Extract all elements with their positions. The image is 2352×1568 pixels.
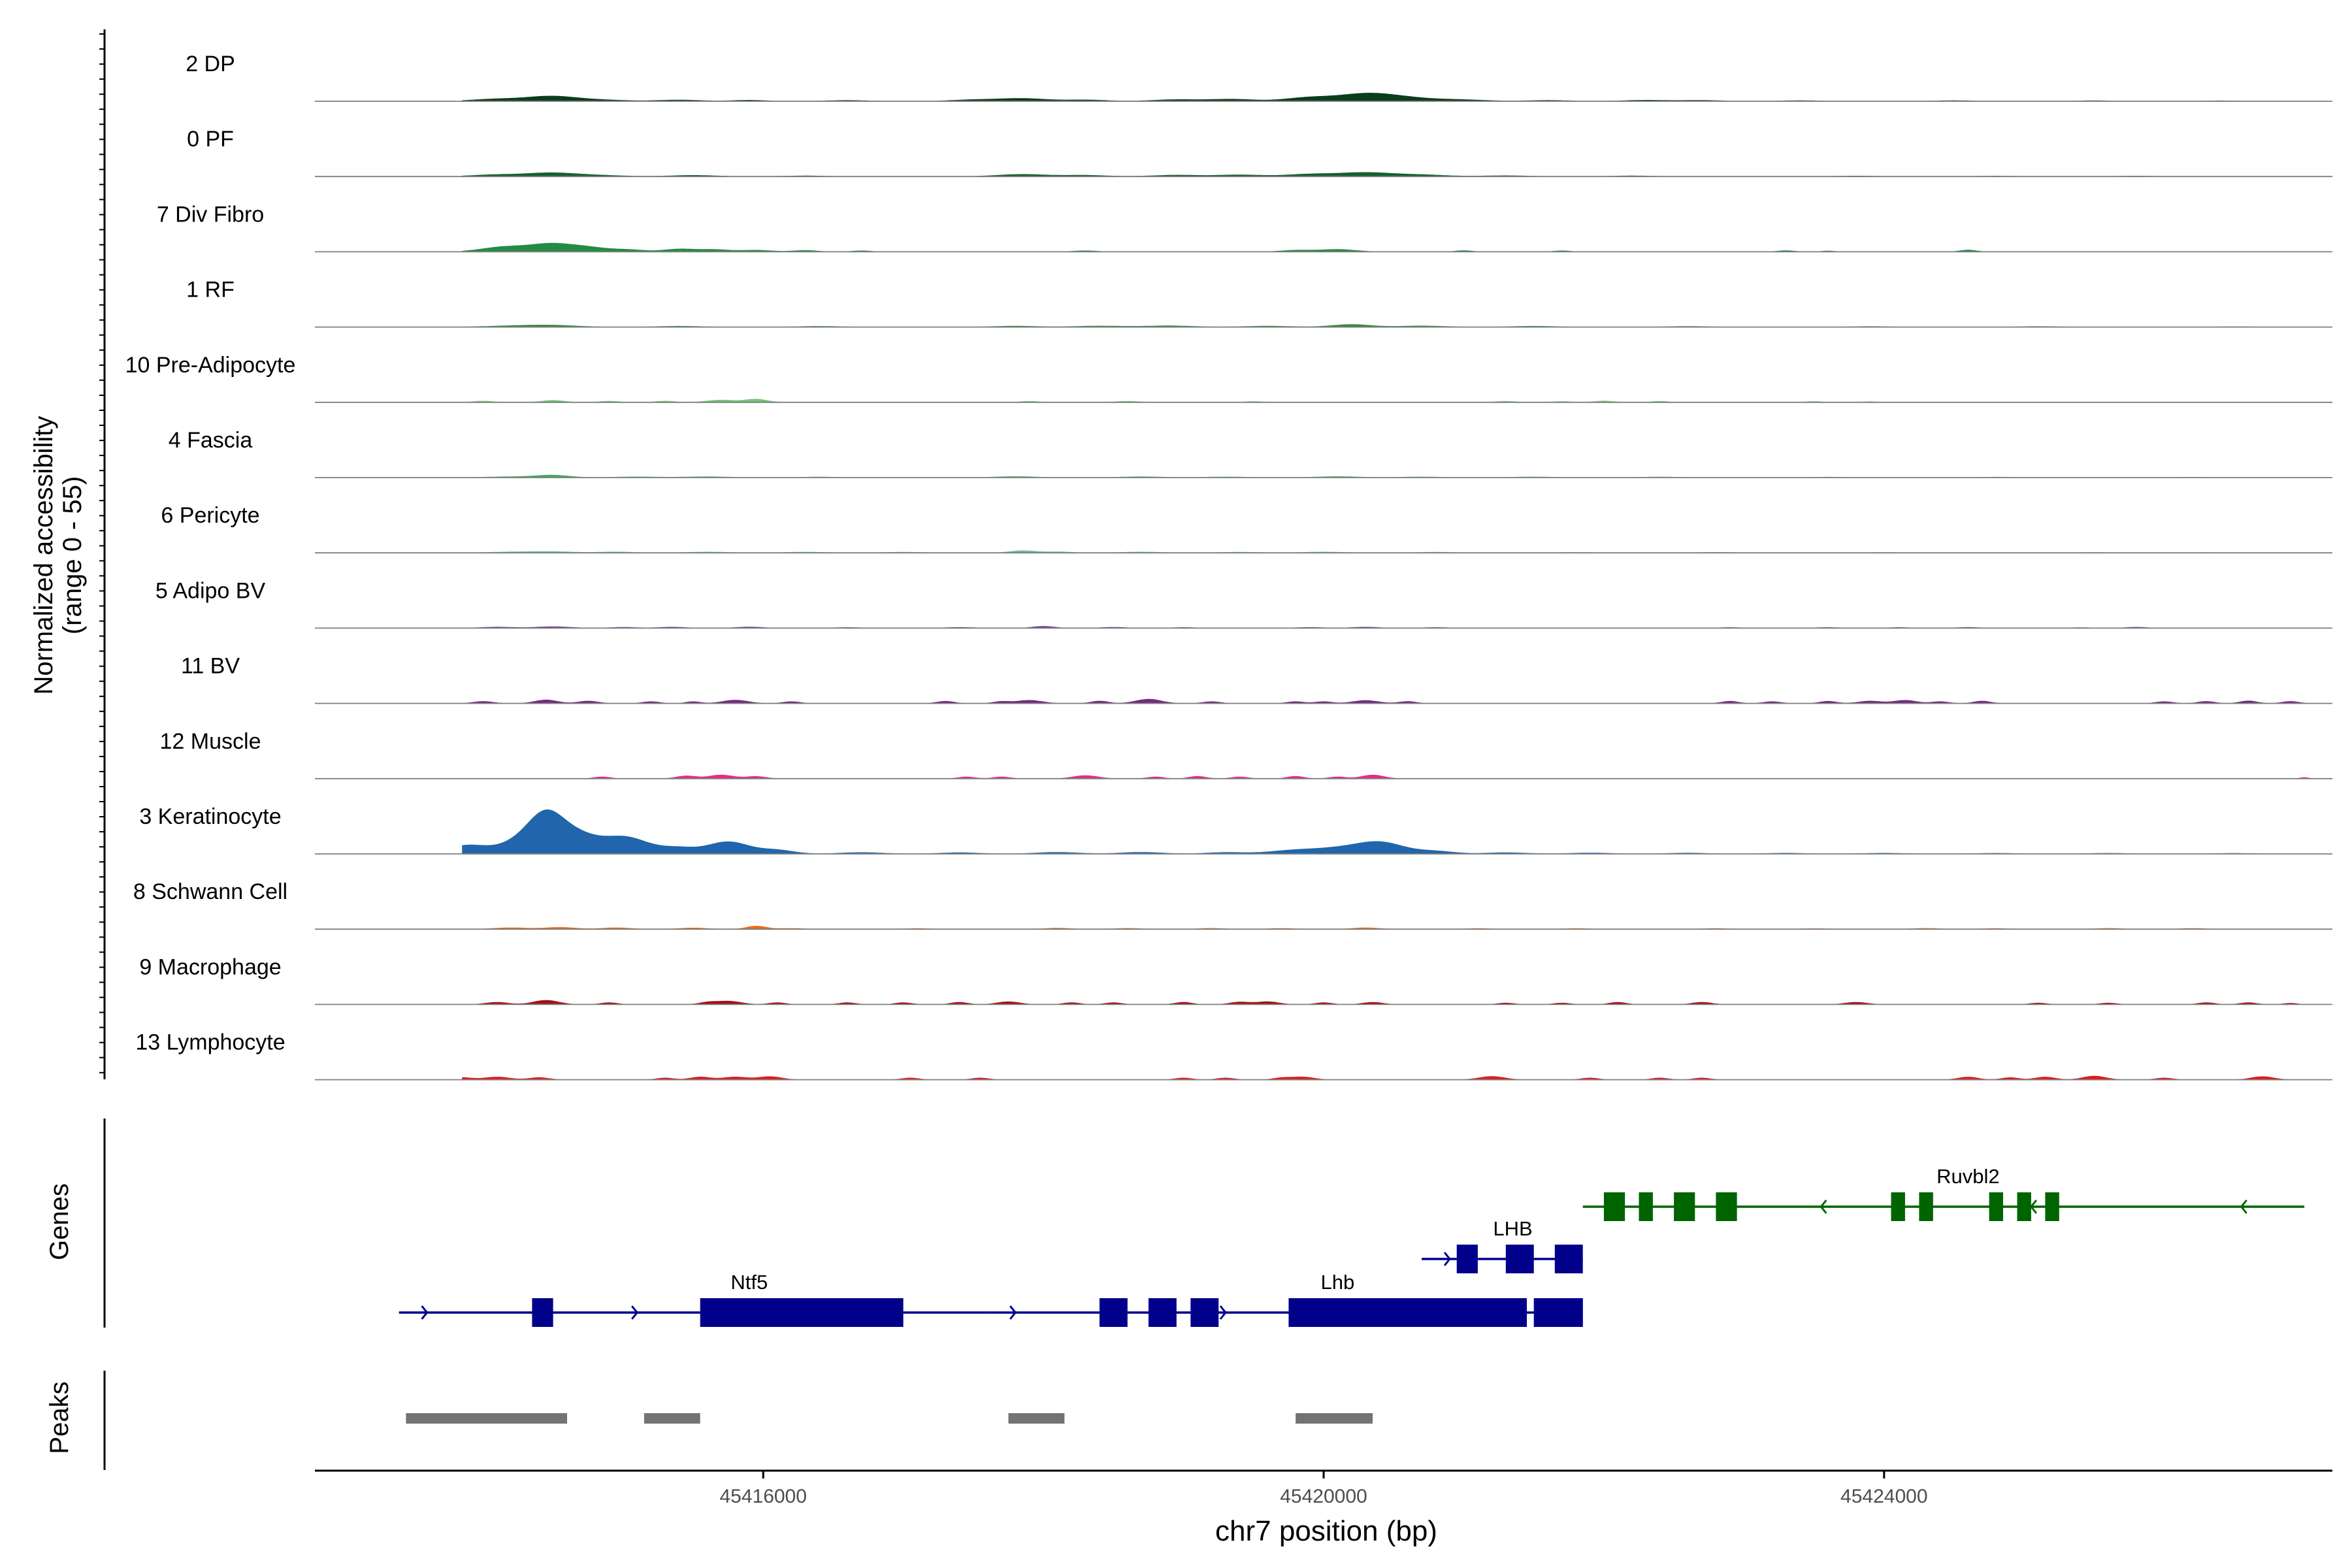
peak-region bbox=[644, 1413, 700, 1424]
gene-exon bbox=[1919, 1192, 1933, 1221]
gene-exon bbox=[1505, 1245, 1534, 1273]
gene-exon bbox=[1288, 1298, 1527, 1327]
track-6: 6 Pericyte bbox=[161, 503, 2332, 554]
gene-exon bbox=[1716, 1192, 1737, 1221]
gene-label: Ruvbl2 bbox=[1936, 1165, 2000, 1188]
track-5: 4 Fascia bbox=[169, 428, 2332, 478]
gene-label: Ntf5 bbox=[730, 1271, 768, 1294]
strand-arrow bbox=[421, 1305, 429, 1320]
peak-region bbox=[1296, 1413, 1373, 1424]
gene-exon bbox=[1603, 1192, 1625, 1221]
strand-arrow bbox=[1009, 1305, 1017, 1320]
track-12: 9 Macrophage bbox=[139, 955, 2332, 1005]
x-tick-label: 45420000 bbox=[1280, 1486, 1367, 1507]
gene-exon bbox=[532, 1298, 553, 1327]
gene-exon bbox=[1989, 1192, 2003, 1221]
gene-exon bbox=[1674, 1192, 1695, 1221]
peak-region bbox=[1008, 1413, 1065, 1424]
gene-exon bbox=[1190, 1298, 1219, 1327]
gene-1: Lhb bbox=[987, 1271, 1583, 1327]
y-axis-title-line2: (range 0 - 55) bbox=[58, 476, 87, 634]
track-label: 10 Pre-Adipocyte bbox=[125, 353, 296, 378]
gene-exon bbox=[1533, 1298, 1583, 1327]
track-3: 1 RF bbox=[186, 278, 2332, 328]
strand-arrow bbox=[1820, 1200, 1827, 1214]
strand-arrow bbox=[2240, 1200, 2247, 1214]
gene-exon bbox=[2045, 1192, 2059, 1221]
track-label: 7 Div Fibro bbox=[157, 202, 264, 227]
track-label: 13 Lymphocyte bbox=[135, 1030, 285, 1055]
gene-exon bbox=[700, 1298, 904, 1327]
y-axis-title: Normalized accessibility (range 0 - 55) bbox=[29, 416, 87, 695]
strand-arrow bbox=[1219, 1305, 1227, 1320]
track-signal bbox=[462, 242, 2319, 252]
x-tick-label: 45424000 bbox=[1840, 1486, 1927, 1507]
gene-2: LHB bbox=[1422, 1217, 1583, 1273]
x-axis: chr7 position (bp) 45416000 45420000 45424… bbox=[315, 1469, 2332, 1547]
track-label: 4 Fascia bbox=[169, 428, 253, 453]
strand-arrow bbox=[1443, 1252, 1451, 1266]
gene-exon bbox=[1554, 1245, 1583, 1273]
track-0: 2 DP bbox=[186, 52, 2332, 102]
track-7: 5 Adipo BV bbox=[155, 578, 2332, 629]
track-signal bbox=[462, 698, 2319, 704]
strand-arrow bbox=[631, 1305, 639, 1320]
gene-3: Ruvbl2 bbox=[1582, 1165, 2305, 1221]
x-axis-title: chr7 position (bp) bbox=[1215, 1515, 1437, 1547]
gene-exon bbox=[1148, 1298, 1177, 1327]
x-tick-label: 45416000 bbox=[719, 1486, 806, 1507]
track-label: 9 Macrophage bbox=[139, 955, 281, 979]
track-signal bbox=[462, 774, 2319, 779]
track-label: 5 Adipo BV bbox=[155, 578, 266, 603]
track-signal bbox=[462, 172, 2319, 177]
genes-panel: Genes Ntf5 Lhb LHB Ruvbl2 bbox=[45, 1119, 2305, 1328]
track-9: 12 Muscle bbox=[160, 729, 2332, 779]
y-axis-title-line1: Normalized accessibility bbox=[29, 416, 58, 695]
track-label: 12 Muscle bbox=[160, 729, 261, 754]
track-label: 11 BV bbox=[181, 654, 240, 679]
peaks-panel: Peaks bbox=[45, 1371, 1373, 1470]
track-8: 11 BV bbox=[181, 654, 2332, 704]
track-label: 3 Keratinocyte bbox=[139, 804, 281, 829]
peak-region bbox=[406, 1413, 567, 1424]
track-label: 2 DP bbox=[186, 52, 235, 76]
peaks-panel-title: Peaks bbox=[45, 1381, 74, 1454]
gene-exon bbox=[1456, 1245, 1478, 1273]
track-13: 13 Lymphocyte bbox=[135, 1030, 2332, 1081]
track-2: 7 Div Fibro bbox=[157, 202, 2332, 253]
gene-0: Ntf5 bbox=[399, 1271, 988, 1327]
track-11: 8 Schwann Cell bbox=[133, 879, 2332, 930]
track-signal bbox=[462, 93, 2319, 101]
track-label: 1 RF bbox=[186, 278, 235, 302]
track-1: 0 PF bbox=[187, 127, 2332, 178]
gene-exon bbox=[1639, 1192, 1653, 1221]
track-10: 3 Keratinocyte bbox=[139, 804, 2332, 855]
gene-label: Lhb bbox=[1321, 1271, 1355, 1294]
gene-exon bbox=[2017, 1192, 2031, 1221]
gene-exon bbox=[1891, 1192, 1905, 1221]
gene-exon bbox=[1099, 1298, 1128, 1327]
gene-label: LHB bbox=[1493, 1217, 1532, 1240]
track-signal bbox=[462, 1000, 2319, 1005]
track-signal bbox=[462, 809, 2319, 854]
track-label: 8 Schwann Cell bbox=[133, 879, 287, 904]
accessibility-tracks: 2 DP 0 PF 7 Div Fibro 1 RF 10 Pre-Adipocyte 4… bbox=[99, 29, 2332, 1081]
track-4: 10 Pre-Adipocyte bbox=[125, 353, 2332, 403]
genes-panel-title: Genes bbox=[45, 1183, 74, 1260]
track-label: 6 Pericyte bbox=[161, 503, 259, 528]
track-label: 0 PF bbox=[187, 127, 234, 152]
